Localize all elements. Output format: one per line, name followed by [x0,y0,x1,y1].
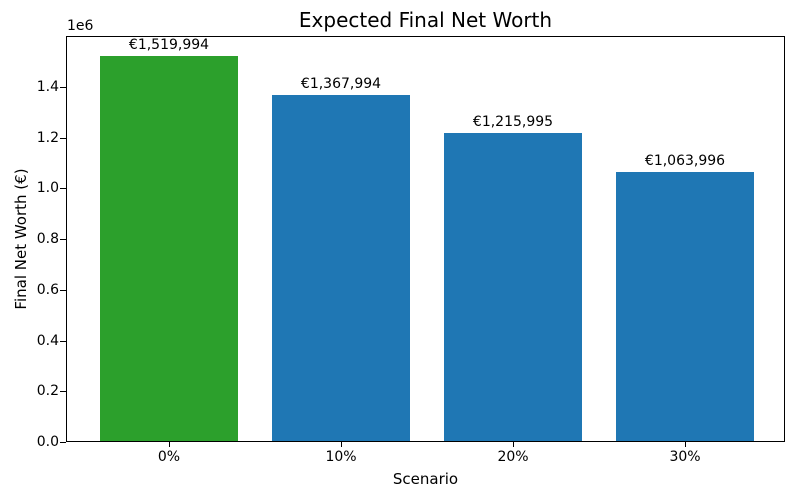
bar-value-label: €1,063,996 [644,153,726,169]
bar [444,133,582,442]
y-tick-mark [60,341,66,342]
bar [100,56,238,442]
plot-area [66,36,785,442]
x-tick-mark [513,442,514,447]
y-tick-mark [60,188,66,189]
y-tick-label: 1.4 [36,79,59,95]
y-tick-label: 0.8 [36,231,59,247]
y-tick-mark [60,138,66,139]
x-tick-label: 10% [325,449,357,465]
bar-value-label: €1,519,994 [128,37,210,53]
y-tick-mark [60,442,66,443]
y-tick-label: 0.2 [36,383,59,399]
x-tick-mark [685,442,686,447]
y-tick-label: 0.6 [36,282,59,298]
chart-title: Expected Final Net Worth [298,8,553,32]
x-tick-mark [169,442,170,447]
y-tick-mark [60,239,66,240]
x-tick-label: 0% [157,449,181,465]
bar-value-label: €1,367,994 [300,76,382,92]
y-tick-mark [60,290,66,291]
y-tick-label: 1.0 [36,180,59,196]
y-tick-mark [60,87,66,88]
y-tick-label: 0.0 [36,434,59,450]
x-tick-mark [341,442,342,447]
bar [616,172,754,442]
y-tick-label: 0.4 [36,333,59,349]
x-tick-label: 30% [669,449,701,465]
y-axis-offset-text: 1e6 [67,18,94,34]
x-axis-label: Scenario [392,470,459,488]
bar [272,95,410,442]
bar-value-label: €1,215,995 [472,114,554,130]
y-tick-label: 1.2 [36,130,59,146]
y-tick-mark [60,391,66,392]
x-tick-label: 20% [497,449,529,465]
